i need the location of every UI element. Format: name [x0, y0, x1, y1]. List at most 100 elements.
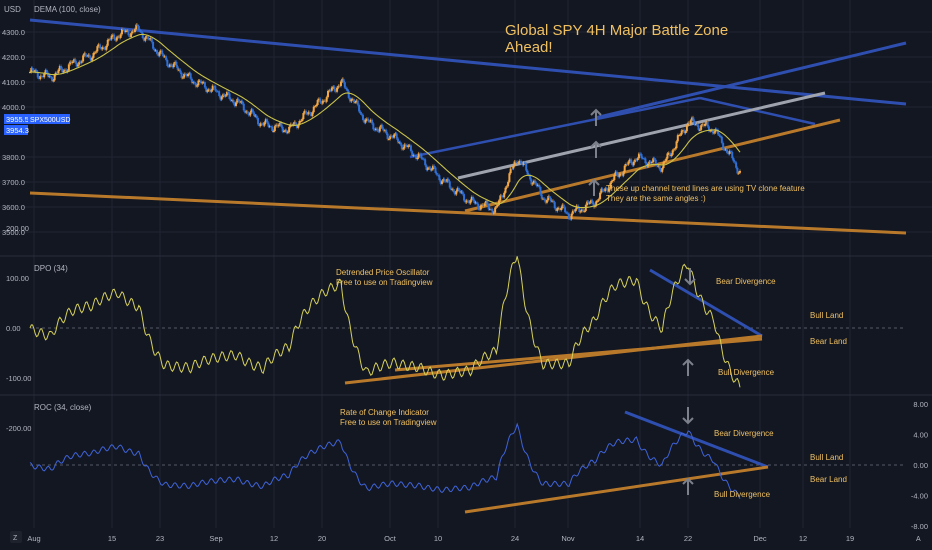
candle-body [334, 90, 337, 92]
roc-bear-divergence-line[interactable] [624, 410, 769, 469]
candle-body [681, 130, 684, 132]
candle-body [542, 198, 545, 200]
candle-body [496, 204, 499, 207]
candle-body [139, 30, 142, 32]
candle-body [183, 73, 186, 78]
candle-body [468, 201, 471, 204]
candle-body [591, 200, 594, 203]
candle-body [240, 101, 243, 103]
candle-body [600, 188, 603, 193]
candle-body [310, 113, 313, 117]
candle-body [63, 69, 66, 71]
candle-body [115, 37, 118, 41]
time-tick-label: 20 [318, 534, 326, 543]
candle-body [411, 151, 414, 156]
channel-top-blue-ext[interactable] [699, 96, 816, 126]
candle-body [608, 188, 611, 192]
candle-body [438, 175, 441, 181]
candle-body [170, 64, 173, 66]
candle-body [394, 133, 397, 135]
candle-body [288, 126, 291, 133]
candle-body [321, 100, 324, 104]
candle-body [141, 32, 144, 38]
channel-top-blue[interactable] [409, 96, 701, 159]
candle-body [624, 163, 627, 166]
candle-body [285, 130, 288, 133]
dpo-bear-divergence-line[interactable] [649, 268, 763, 338]
candle-body [654, 159, 657, 166]
candle-body [356, 100, 359, 105]
candle-body [404, 144, 407, 146]
candle-body [443, 178, 446, 182]
candle-body [236, 98, 239, 103]
candle-body [402, 148, 405, 150]
dpo-indicator-label[interactable]: DPO (34) [34, 264, 68, 273]
candle-body [597, 199, 600, 201]
price-tick-label: 3800.0 [2, 153, 25, 162]
candle-body [359, 111, 362, 114]
candle-body [567, 213, 570, 219]
candle-body [225, 91, 228, 96]
candle-body [687, 122, 690, 126]
candle-body [618, 174, 621, 177]
dema-indicator-label[interactable]: DEMA (100, close) [34, 5, 101, 14]
time-tick-label: Dec [753, 534, 767, 543]
candle-body [130, 33, 133, 38]
time-tick-label: 15 [108, 534, 116, 543]
candle-body [185, 74, 188, 77]
candle-body [154, 50, 157, 52]
roc-bull-divergence-line[interactable] [464, 465, 769, 514]
channel-bottom-orange[interactable] [464, 118, 841, 213]
roc-tick-label: -4.00 [911, 492, 928, 501]
time-tick-label: Nov [561, 534, 575, 543]
candle-body [349, 97, 352, 102]
dpo-tick-label: 0.00 [6, 324, 21, 333]
time-axis[interactable]: Aug 15 23 Sep 12 20 Oct 10 24 Nov 14 22 Dec 12 19 [27, 534, 854, 543]
candle-body [124, 30, 127, 33]
candle-body [161, 50, 164, 55]
candle-body [634, 159, 637, 162]
candle-body [602, 190, 605, 192]
up-arrow-icon [588, 178, 600, 196]
candle-body [259, 123, 262, 127]
dpo-bull-divergence-line-2[interactable] [394, 337, 763, 372]
candle-body [670, 154, 673, 157]
candle-body [523, 162, 526, 164]
trendline-orange-descending[interactable] [29, 191, 907, 235]
a-button-label[interactable]: A [916, 536, 921, 543]
candle-body [474, 202, 477, 204]
candle-body [111, 34, 114, 36]
trendline-blue-descending[interactable] [29, 18, 907, 106]
dpo-tick-label: 200.00 [6, 224, 29, 233]
candle-body [514, 161, 517, 163]
candle-body [672, 149, 675, 151]
z-button[interactable] [10, 531, 22, 543]
candle-body [706, 122, 709, 127]
candle-body [35, 70, 38, 72]
channel-mid-gray[interactable] [457, 91, 826, 180]
candle-body [119, 34, 122, 38]
price-axis-labels: 3500.0 3600.0 3700.0 3800.0 4000.0 4100.0 4200… [2, 28, 25, 237]
candle-body [70, 61, 73, 64]
candle-body [316, 100, 319, 105]
candle-body [599, 192, 602, 200]
candle-body [175, 61, 178, 67]
candle-body [303, 110, 306, 114]
trendline-blue-ascending[interactable] [594, 41, 907, 120]
candle-body [374, 128, 377, 131]
candle-body [694, 124, 697, 126]
candle-body [368, 121, 371, 123]
candle-body [343, 82, 346, 88]
candle-body [62, 70, 65, 73]
candle-body [163, 56, 166, 58]
candle-body [422, 158, 425, 160]
candle-body [429, 167, 432, 170]
candle-body [529, 175, 532, 180]
roc-indicator-label[interactable]: ROC (34, close) [34, 403, 92, 412]
price-tick-label: 3700.0 [2, 178, 25, 187]
candle-body [203, 82, 206, 88]
candle-body [615, 171, 618, 175]
roc-tick-label: 8.00 [913, 400, 928, 409]
candle-body [459, 190, 462, 193]
